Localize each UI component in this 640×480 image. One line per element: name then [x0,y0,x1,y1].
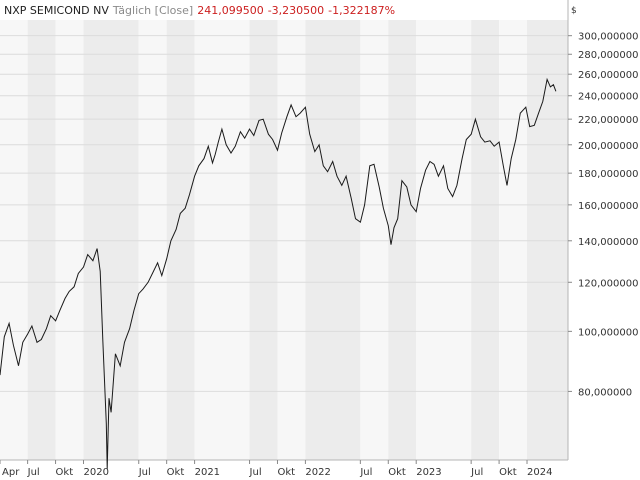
quarter-band [471,20,500,460]
instrument-name: NXP SEMICOND NV [4,4,109,17]
x-tick-label: Jul [359,467,372,478]
last-price: 241,099500 [197,4,264,17]
quarter-band [360,20,389,460]
x-tick-label: Jul [138,467,151,478]
quarter-band [305,20,361,460]
y-tick-label: 120,000000 [578,278,638,289]
y-tick-label: 180,000000 [578,169,638,180]
y-tick-label: 140,000000 [578,237,638,248]
x-tick-label: Okt [167,467,185,478]
x-tick-label: 2023 [416,467,441,478]
y-tick-label: 220,000000 [578,115,638,126]
y-tick-label: 100,000000 [578,327,638,338]
x-tick-label: Okt [499,467,517,478]
quarter-band [527,20,568,460]
quarter-band [388,20,417,460]
period-label: Täglich [Close] [112,4,194,17]
y-tick-label: 240,000000 [578,92,638,103]
quarter-band [416,20,472,460]
price-change: -3,230500 [267,4,325,17]
x-tick-label: Apr [2,467,20,478]
x-tick-label: Jul [249,467,262,478]
y-tick-label: 300,000000 [578,32,638,43]
x-tick-label: 2020 [83,467,108,478]
quarter-band [277,20,306,460]
chart-header: NXP SEMICOND NV Täglich [Close] 241,099500… [4,4,399,17]
quarter-band [138,20,167,460]
quarter-band [249,20,278,460]
x-tick-label: Jul [27,467,40,478]
x-tick-label: Okt [277,467,295,478]
y-tick-label: 160,000000 [578,201,638,212]
quarter-band [83,20,139,460]
quarter-band [499,20,528,460]
price-line [0,77,557,469]
y-tick-label: 260,000000 [578,70,638,81]
x-tick-label: 2024 [527,467,552,478]
y-tick-label: 280,000000 [578,50,638,61]
quarter-band [0,20,28,460]
x-tick-label: Okt [56,467,74,478]
currency-label: $ [571,6,577,16]
x-tick-label: Jul [470,467,483,478]
quarter-band [27,20,56,460]
quarter-band [55,20,84,460]
y-tick-label: 80,000000 [578,387,632,398]
x-tick-label: 2021 [195,467,220,478]
quarter-band [194,20,250,460]
x-tick-label: Okt [388,467,406,478]
price-change-percent: -1,322187% [328,4,396,17]
x-tick-label: 2022 [305,467,330,478]
y-tick-label: 200,000000 [578,141,638,152]
